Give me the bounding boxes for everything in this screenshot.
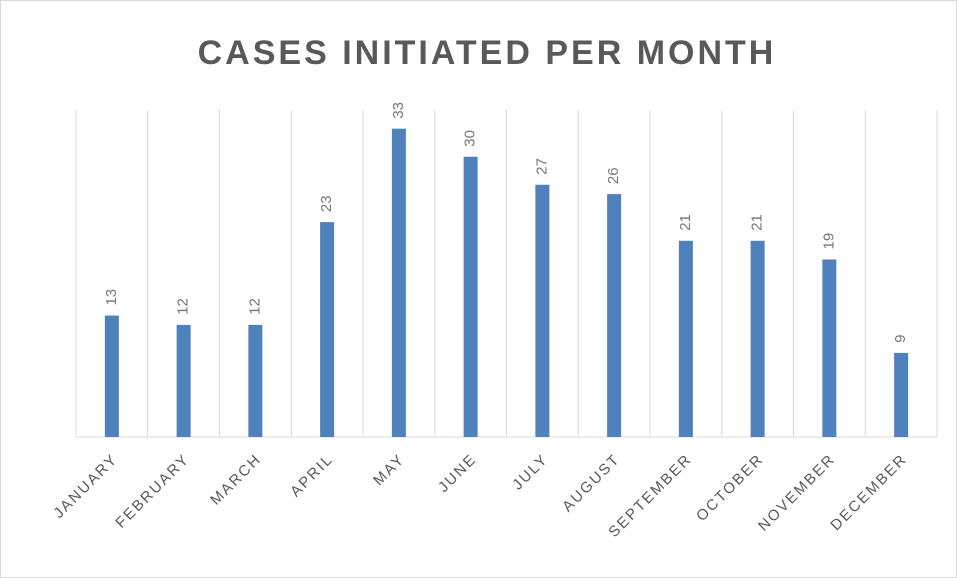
data-label: 30 xyxy=(462,130,479,147)
data-label: 27 xyxy=(533,158,550,175)
bar xyxy=(320,222,335,437)
data-label: 21 xyxy=(749,214,766,231)
bar xyxy=(607,194,622,437)
bar xyxy=(822,259,837,437)
data-label: 12 xyxy=(246,298,263,315)
bar xyxy=(894,352,909,437)
bar xyxy=(104,315,119,437)
data-label: 33 xyxy=(390,102,407,119)
data-label: 26 xyxy=(605,167,622,184)
data-label: 21 xyxy=(677,214,694,231)
bar xyxy=(391,128,406,437)
data-label: 19 xyxy=(820,233,837,250)
data-label: 23 xyxy=(318,195,335,212)
bar xyxy=(463,156,478,437)
bar xyxy=(176,324,191,437)
bar xyxy=(678,240,693,437)
chart-title: CASES INITIATED PER MONTH xyxy=(198,34,777,72)
data-label: 9 xyxy=(892,335,909,343)
data-label: 12 xyxy=(175,298,192,315)
bar xyxy=(535,184,550,437)
data-label: 13 xyxy=(103,289,120,306)
bar xyxy=(750,240,765,437)
bar xyxy=(248,324,263,437)
